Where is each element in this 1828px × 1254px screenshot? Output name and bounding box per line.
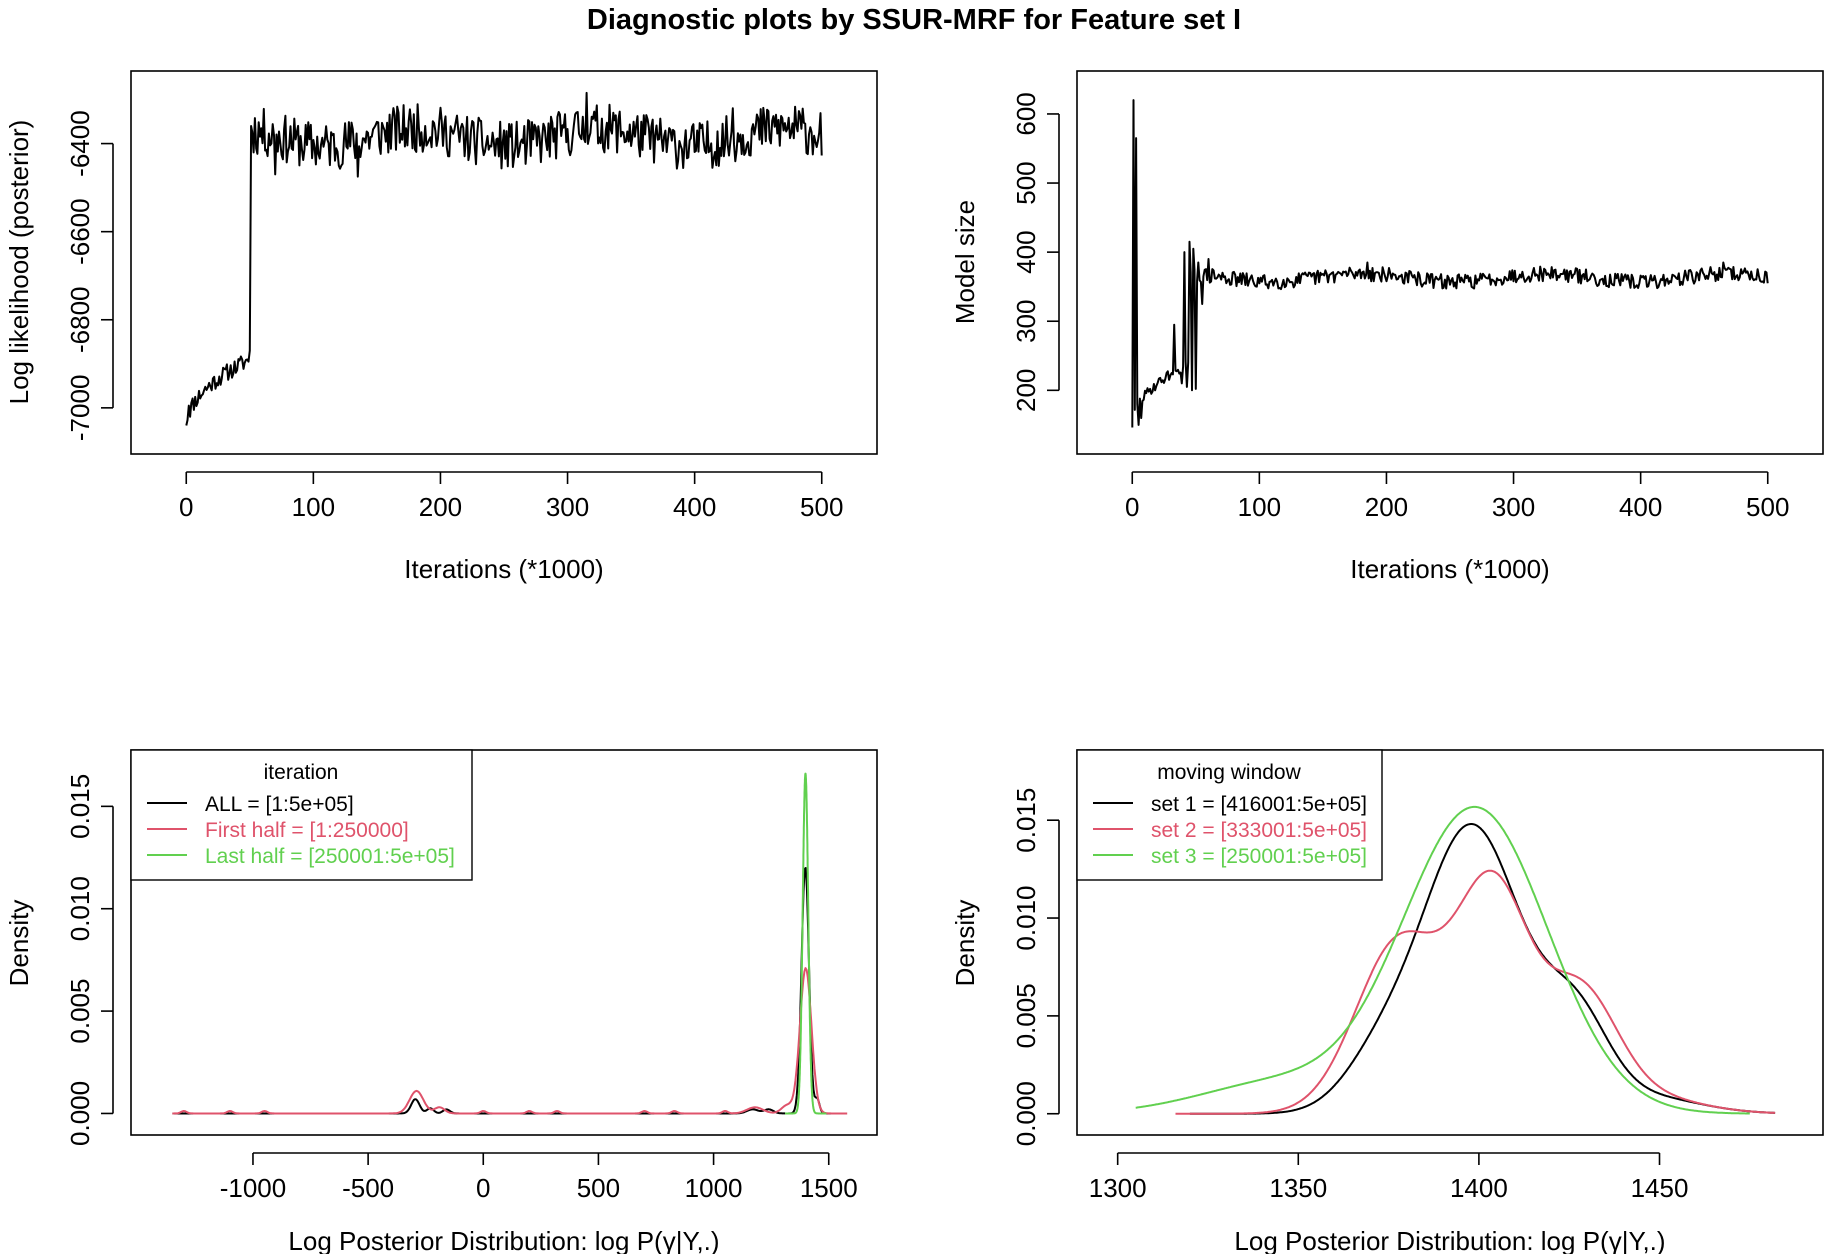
y-tick-label: 0.005 (1011, 983, 1041, 1048)
legend-box (130, 749, 473, 881)
x-tick-label: 300 (1492, 492, 1535, 522)
legend-entry: set 2 = [333001:5e+05] (1151, 819, 1367, 842)
x-tick-label: -1000 (220, 1173, 287, 1203)
legend-entry: set 1 = [416001:5e+05] (1151, 793, 1367, 816)
y-tick-label: 0.000 (1011, 1081, 1041, 1146)
y-tick-label: 400 (1011, 230, 1041, 273)
series-layer (1131, 99, 1769, 428)
series-line (172, 867, 841, 1115)
legend: moving window set 1 = [416001:5e+05] set… (1076, 749, 1383, 881)
plot-frame (130, 749, 878, 1136)
y-tick-label: -6600 (65, 198, 95, 265)
y-tick-label: 0.000 (65, 1081, 95, 1146)
y-tick-label: 0.005 (65, 979, 95, 1044)
figure-title: Diagnostic plots by SSUR-MRF for Feature… (586, 4, 1242, 36)
x-tick-label: 500 (800, 492, 843, 522)
y-axis-label: Density (4, 900, 34, 987)
x-tick-label: 200 (419, 492, 462, 522)
x-tick-label: -500 (342, 1173, 394, 1203)
plot-frame (1076, 70, 1824, 455)
legend-title: iteration (264, 761, 339, 784)
x-tick-label: 400 (1619, 492, 1662, 522)
y-tick-label: 0.015 (1011, 788, 1041, 853)
x-tick-label: 100 (1238, 492, 1281, 522)
plot-frame (1076, 749, 1824, 1136)
x-tick-label: 200 (1365, 492, 1408, 522)
x-tick-label: 1450 (1631, 1173, 1689, 1203)
series-layer (185, 91, 823, 426)
series-line (784, 772, 828, 1115)
panel-density-iteration: -1000 -500 0 500 1000 1500 0.000 0.005 0.010 0.01… (4, 749, 878, 1254)
x-axis-label: Log Posterior Distribution: log P(γ|Y,.) (288, 1226, 719, 1254)
panel-trace-loglik: 0 100 200 300 400 500 -7000 -6800 -6600 -6400 Ite… (4, 70, 878, 584)
x-axis-label: Log Posterior Distribution: log P(γ|Y,.) (1234, 1226, 1665, 1254)
y-tick-label: 300 (1011, 300, 1041, 343)
y-tick-label: -6400 (65, 110, 95, 177)
y-tick-label: 0.015 (65, 774, 95, 839)
x-tick-label: 0 (179, 492, 193, 522)
series-layer (172, 772, 848, 1115)
x-tick-label: 500 (577, 1173, 620, 1203)
y-tick-label: 0.010 (65, 876, 95, 941)
series-layer (1135, 805, 1776, 1115)
series-line (1131, 99, 1769, 428)
legend-entry: Last half = [250001:5e+05] (205, 845, 455, 868)
legend-entry: ALL = [1:5e+05] (205, 793, 354, 816)
y-tick-label: -7000 (65, 375, 95, 442)
legend-title: moving window (1157, 761, 1301, 784)
y-axis-label: Model size (950, 200, 980, 324)
x-tick-label: 1000 (685, 1173, 743, 1203)
x-tick-label: 1300 (1089, 1173, 1147, 1203)
x-tick-label: 300 (546, 492, 589, 522)
y-axis-label: Log likelihood (posterior) (4, 120, 34, 405)
y-tick-label: 0.010 (1011, 885, 1041, 950)
x-tick-label: 100 (292, 492, 335, 522)
y-tick-label: -6800 (65, 287, 95, 354)
series-line (185, 91, 823, 426)
x-axis-label: Iterations (*1000) (1350, 554, 1549, 584)
series-line (1175, 869, 1776, 1115)
axes: 1300 1350 1400 1450 0.000 0.005 0.010 0.015 (1011, 788, 1688, 1203)
series-line (1135, 805, 1750, 1115)
y-tick-label: 600 (1011, 92, 1041, 135)
series-line (172, 967, 848, 1115)
x-tick-label: 1500 (800, 1173, 858, 1203)
plot-frame (130, 70, 878, 455)
x-tick-label: 0 (476, 1173, 490, 1203)
x-tick-label: 1350 (1269, 1173, 1327, 1203)
series-line (1189, 823, 1776, 1115)
legend: iteration ALL = [1:5e+05] First half = [… (130, 749, 473, 881)
y-axis-label: Density (950, 900, 980, 987)
x-tick-label: 1400 (1450, 1173, 1508, 1203)
panel-density-moving-window: 1300 1350 1400 1450 0.000 0.005 0.010 0.015 mov… (950, 749, 1824, 1254)
x-tick-label: 400 (673, 492, 716, 522)
axes: -1000 -500 0 500 1000 1500 0.000 0.005 0.010 0.01… (65, 774, 858, 1203)
y-tick-label: 200 (1011, 369, 1041, 412)
panel-trace-modelsize: 0 100 200 300 400 500 200 300 400 500 600 Iteratio… (950, 70, 1824, 584)
legend-box (1076, 749, 1383, 881)
axes: 0 100 200 300 400 500 -7000 -6800 -6600 -6400 (65, 110, 843, 522)
legend-entry: set 3 = [250001:5e+05] (1151, 845, 1367, 868)
axes: 0 100 200 300 400 500 200 300 400 500 600 (1011, 92, 1789, 522)
y-tick-label: 500 (1011, 161, 1041, 204)
x-tick-label: 0 (1125, 492, 1139, 522)
x-tick-label: 500 (1746, 492, 1789, 522)
x-axis-label: Iterations (*1000) (404, 554, 603, 584)
legend-entry: First half = [1:250000] (205, 819, 409, 842)
